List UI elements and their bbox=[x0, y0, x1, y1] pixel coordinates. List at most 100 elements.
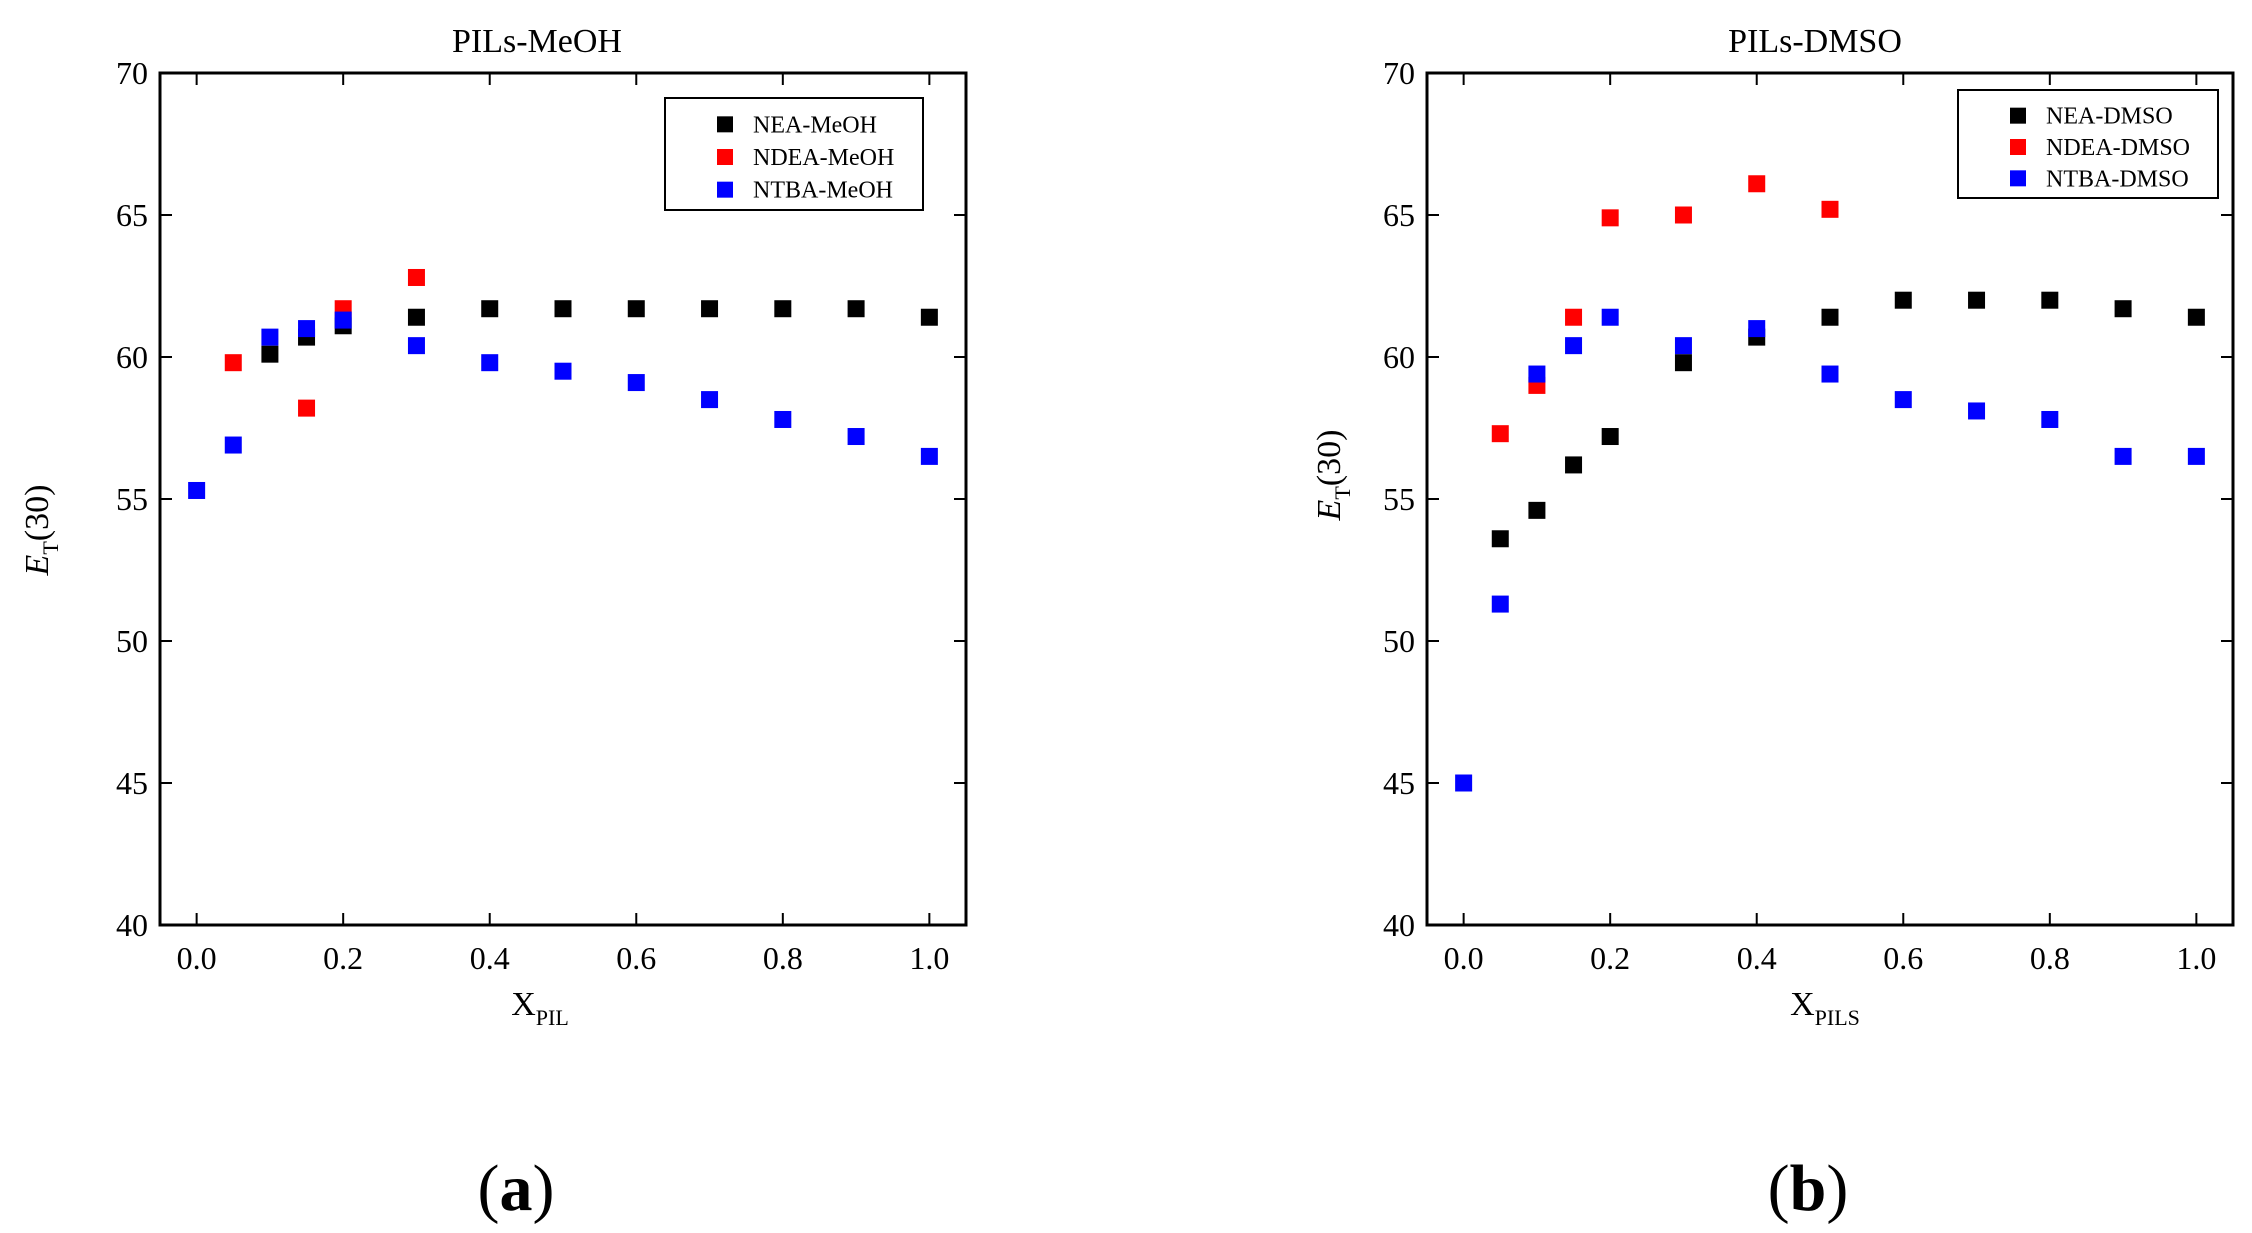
chart-2-legend-label: NEA-DMSO bbox=[2046, 104, 2173, 130]
chart-1-point-nea-meoh bbox=[261, 345, 279, 363]
chart-2-ytick-label: 55 bbox=[1383, 481, 1415, 517]
chart-1-ytick-label: 50 bbox=[116, 623, 148, 659]
chart-2-ytick-label: 50 bbox=[1383, 623, 1415, 659]
chart-1-xtick-label: 0.6 bbox=[616, 940, 656, 976]
chart-1-point-nea-meoh bbox=[920, 308, 938, 326]
chart-1-point-ntba-meoh bbox=[847, 428, 865, 446]
chart-1-legend-marker bbox=[717, 149, 733, 165]
chart-1-point-ntba-meoh bbox=[774, 410, 792, 428]
chart-2-point-ntba-dmso bbox=[2114, 447, 2132, 465]
chart-2-point-nea-dmso bbox=[2114, 300, 2132, 318]
chart-2-point-nea-dmso bbox=[1894, 291, 1912, 309]
chart-2-xtick-label: 0.8 bbox=[2030, 940, 2070, 976]
chart-1-xtick-label: 0.8 bbox=[763, 940, 803, 976]
chart-2-point-ntba-dmso bbox=[1565, 337, 1583, 355]
chart-2-series-ndea-dmso bbox=[1491, 175, 1839, 443]
chart-2-point-nea-dmso bbox=[1821, 308, 1839, 326]
chart-1-ytick-label: 45 bbox=[116, 765, 148, 801]
chart-1-xtick-label: 0.2 bbox=[323, 940, 363, 976]
chart-2-point-nea-dmso bbox=[1528, 501, 1546, 519]
chart-2-point-nea-dmso bbox=[2187, 308, 2205, 326]
chart-2-point-ntba-dmso bbox=[1821, 365, 1839, 383]
chart-2-ytick-label: 60 bbox=[1383, 339, 1415, 375]
chart-2-panel-label: (b) bbox=[1768, 1152, 1849, 1225]
chart-2-legend-marker bbox=[2010, 170, 2026, 187]
chart-1-point-ntba-meoh bbox=[334, 311, 352, 329]
chart-2-point-ntba-dmso bbox=[1748, 320, 1766, 338]
chart-1-point-ndea-meoh bbox=[224, 354, 242, 372]
chart-1-point-nea-meoh bbox=[481, 300, 499, 318]
chart-1-point-ntba-meoh bbox=[224, 436, 242, 454]
chart-2-legend-label: NTBA-DMSO bbox=[2046, 166, 2189, 192]
chart-2-point-ndea-dmso bbox=[1821, 200, 1839, 218]
chart-1-point-nea-meoh bbox=[774, 300, 792, 318]
chart-1-panel-label: (a) bbox=[478, 1152, 555, 1225]
chart-1-point-ntba-meoh bbox=[701, 391, 719, 409]
chart-2-title: PILs-DMSO bbox=[1728, 23, 1902, 60]
chart-2-xtick-label: 0.0 bbox=[1444, 940, 1484, 976]
chart-1-point-ndea-meoh bbox=[407, 268, 425, 286]
chart-2-ytick-label: 40 bbox=[1383, 907, 1415, 943]
chart-2-xtick-label: 0.6 bbox=[1883, 940, 1923, 976]
chart-2-plot-frame bbox=[1425, 71, 2235, 927]
chart-1-legend-label: NTBA-MeOH bbox=[753, 178, 893, 204]
chart-1-ytick-label: 40 bbox=[116, 907, 148, 943]
chart-1-series-nea-meoh bbox=[261, 300, 938, 363]
chart-1-ytick-label: 65 bbox=[116, 197, 148, 233]
chart-1-y-axis-label: ET(30) bbox=[19, 485, 63, 577]
chart-1-point-nea-meoh bbox=[701, 300, 719, 318]
chart-2-point-ntba-dmso bbox=[1674, 337, 1692, 355]
chart-1-legend-label: NEA-MeOH bbox=[753, 112, 877, 138]
chart-2-point-nea-dmso bbox=[1968, 291, 1986, 309]
chart-2-point-nea-dmso bbox=[1674, 354, 1692, 372]
chart-1-point-ntba-meoh bbox=[188, 481, 206, 499]
chart-2-point-nea-dmso bbox=[1565, 456, 1583, 474]
chart-1-point-ntba-meoh bbox=[920, 447, 938, 465]
chart-1-xtick-label: 0.0 bbox=[177, 940, 217, 976]
chart-1-point-ntba-meoh bbox=[554, 362, 572, 380]
chart-2-xtick-label: 1.0 bbox=[2176, 940, 2216, 976]
chart-2-point-ntba-dmso bbox=[1968, 402, 1986, 420]
chart-2-legend-box bbox=[1957, 89, 2219, 199]
chart-2-point-ndea-dmso bbox=[1491, 425, 1509, 443]
chart-1-legend-box bbox=[664, 97, 924, 211]
chart-2-ytick-label: 70 bbox=[1383, 55, 1415, 91]
chart-2-point-ndea-dmso bbox=[1674, 206, 1692, 224]
chart-2-legend-marker bbox=[2010, 139, 2026, 155]
chart-2-point-ntba-dmso bbox=[1894, 391, 1912, 409]
chart-1-ytick-label: 70 bbox=[116, 55, 148, 91]
chart-2-ytick-label: 45 bbox=[1383, 765, 1415, 801]
chart-1-legend-label: NDEA-MeOH bbox=[753, 145, 894, 171]
chart-1-point-nea-meoh bbox=[847, 300, 865, 318]
chart-2-point-ntba-dmso bbox=[1601, 308, 1619, 326]
chart-1-title: PILs-MeOH bbox=[452, 23, 622, 60]
chart-1-point-ntba-meoh bbox=[481, 354, 499, 372]
chart-2-point-nea-dmso bbox=[2041, 291, 2059, 309]
chart-1-legend: NEA-MeOH NDEA-MeOH NTBA-MeOH bbox=[664, 97, 924, 211]
chart-1-ytick-label: 60 bbox=[116, 339, 148, 375]
chart-1-legend-marker bbox=[717, 116, 733, 133]
chart-2-point-ntba-dmso bbox=[2041, 410, 2059, 428]
chart-1-series-ndea-meoh bbox=[224, 268, 425, 417]
chart-1-point-nea-meoh bbox=[627, 300, 645, 318]
chart-1-point-ndea-meoh bbox=[298, 399, 316, 417]
chart-2-point-ndea-dmso bbox=[1748, 175, 1766, 193]
chart-2-point-nea-dmso bbox=[1491, 530, 1509, 548]
chart-2: 40 45 50 55 60 65 70 0.0 0.2 0.4 0.6 0.8 1.0 PILs-DMS… bbox=[1311, 23, 2235, 1225]
chart-1-point-ntba-meoh bbox=[627, 374, 645, 392]
chart-1-point-ntba-meoh bbox=[407, 337, 425, 355]
chart-1-legend-marker bbox=[717, 181, 733, 198]
chart-1-point-ntba-meoh bbox=[261, 328, 279, 346]
chart-2-point-ndea-dmso bbox=[1565, 308, 1583, 326]
chart-2-series-nea-dmso bbox=[1491, 291, 2205, 548]
chart-1-ytick-label: 55 bbox=[116, 481, 148, 517]
chart-2-point-nea-dmso bbox=[1601, 428, 1619, 446]
chart-2-legend-marker bbox=[2010, 107, 2026, 124]
chart-2-point-ndea-dmso bbox=[1601, 209, 1619, 227]
chart-2-y-axis-label: ET(30) bbox=[1311, 430, 1355, 522]
chart-2-point-ntba-dmso bbox=[2187, 447, 2205, 465]
chart-1-point-ntba-meoh bbox=[298, 320, 316, 338]
chart-2-point-ntba-dmso bbox=[1455, 774, 1473, 792]
chart-2-legend-label: NDEA-DMSO bbox=[2046, 135, 2190, 161]
